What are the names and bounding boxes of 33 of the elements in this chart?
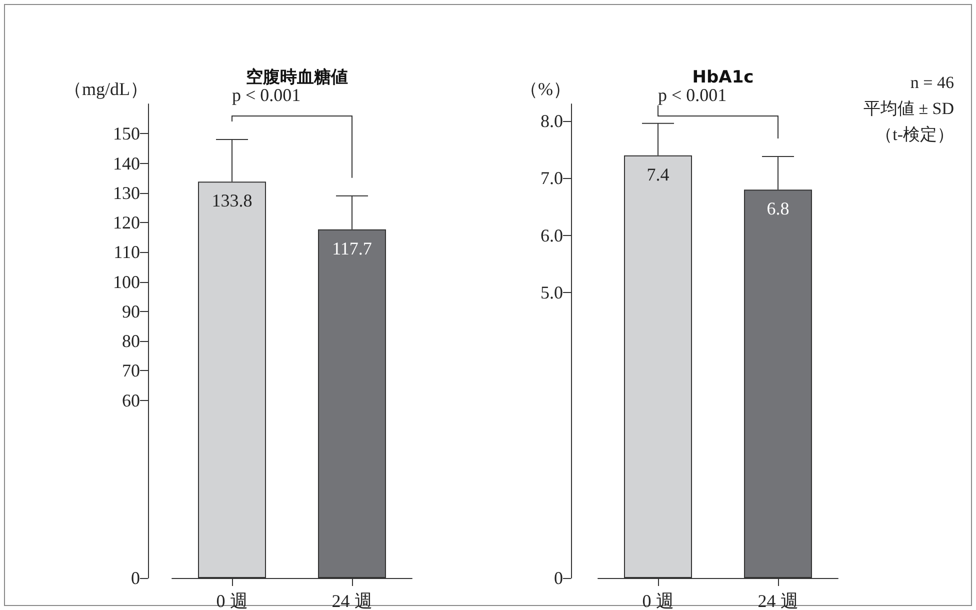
annotation: p < 0.001 (232, 85, 301, 105)
y-tick-label: 6.0 (540, 225, 563, 246)
data-label: 6.8 (766, 198, 790, 219)
y-tick-label: 130 (113, 182, 140, 203)
y-tick-label: 150 (113, 124, 140, 144)
x-tick-label: 24 週 (332, 591, 372, 610)
y-axis-title: （%） (520, 79, 571, 99)
x-tick-label: 0 週 (216, 591, 248, 610)
chart-title: HbA1c (692, 68, 754, 88)
y-tick-label: 100 (113, 272, 140, 292)
y-tick-label: 5.0 (540, 282, 563, 302)
text: n = 46 (909, 72, 954, 94)
y-tick-label: 60 (122, 390, 140, 410)
y-tick-label: 8.0 (540, 111, 563, 132)
y-tick-label: 7.0 (540, 168, 563, 188)
text: 平均値 ± SD (863, 98, 954, 120)
chart-title: 空腹時血糖値 (246, 68, 348, 88)
y-tick-label: 140 (113, 153, 140, 174)
y-tick-label: 70 (122, 360, 140, 381)
data-label: 117.7 (332, 238, 372, 258)
y-tick-label: 120 (113, 212, 140, 232)
x-tick-label: 24 週 (758, 591, 798, 610)
y-tick-label: 90 (122, 301, 140, 322)
annotation: p < 0.001 (658, 85, 727, 105)
data-label: 133.8 (212, 190, 252, 211)
y-axis-title: （mg/dL） (64, 79, 148, 99)
y-tick-label: 0 (131, 568, 140, 588)
data-label: 7.4 (646, 164, 670, 184)
text: （t-検定） (874, 124, 954, 146)
y-tick-label: 110 (114, 242, 140, 262)
y-tick-label: 80 (122, 331, 140, 351)
y-tick-label: 0 (554, 568, 563, 588)
x-tick-label: 0 週 (642, 591, 674, 610)
